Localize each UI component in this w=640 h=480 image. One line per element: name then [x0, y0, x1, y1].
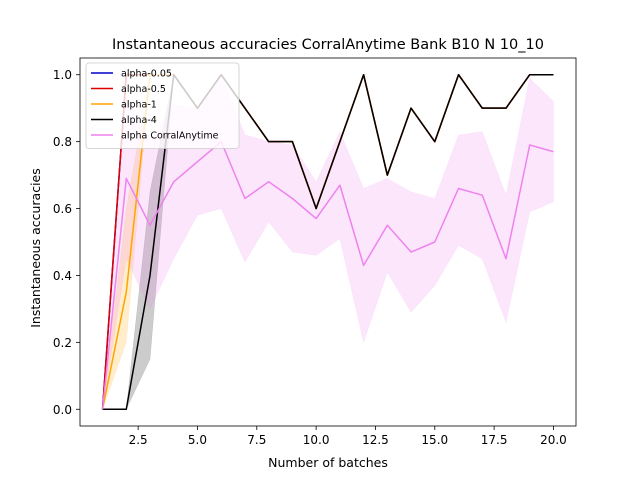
y-tick-label: 0.2 — [53, 336, 72, 350]
legend: alpha-0.05 alpha-0.5 alpha-1 alpha-4 alpha C… — [85, 62, 240, 149]
x-tick-label: 12.5 — [362, 433, 389, 447]
y-axis-label: Instantaneous accuracies — [28, 168, 43, 328]
legend-label-alpha-corralanytime: alpha CorralAnytime — [121, 131, 219, 142]
legend-label-alpha-0-05: alpha-0.05 — [121, 69, 172, 80]
tick-marks: 2.5 5.0 7.5 10.0 12.5 15.0 17.5 20.0 0.0 0.2 0.4 0.… — [53, 68, 567, 447]
x-tick-label: 15.0 — [421, 433, 448, 447]
plot-frame — [79, 57, 577, 427]
x-tick-label: 20.0 — [540, 433, 567, 447]
x-axis-label: Number of batches — [268, 455, 388, 470]
x-tick-label: 2.5 — [129, 433, 148, 447]
chart-title: Instantaneous accuracies CorralAnytime B… — [112, 37, 544, 53]
legend-box — [85, 62, 240, 149]
y-tick-label: 1.0 — [53, 68, 72, 82]
series-line-alpha-corralanytime — [101, 140, 554, 410]
legend-label-alpha-0-5: alpha-0.5 — [121, 84, 166, 95]
legend-label-alpha-1: alpha-1 — [121, 100, 157, 111]
x-tick-label: 17.5 — [481, 433, 508, 447]
legend-label-alpha-4: alpha-4 — [121, 115, 157, 126]
axes — [79, 57, 577, 427]
x-tick-label: 10.0 — [303, 433, 330, 447]
y-tick-label: 0.8 — [53, 135, 72, 149]
y-tick-label: 0.0 — [53, 403, 72, 417]
x-tick-label: 5.0 — [188, 433, 207, 447]
y-tick-label: 0.4 — [53, 269, 72, 283]
y-tick-label: 0.6 — [53, 202, 72, 216]
x-tick-label: 7.5 — [247, 433, 266, 447]
